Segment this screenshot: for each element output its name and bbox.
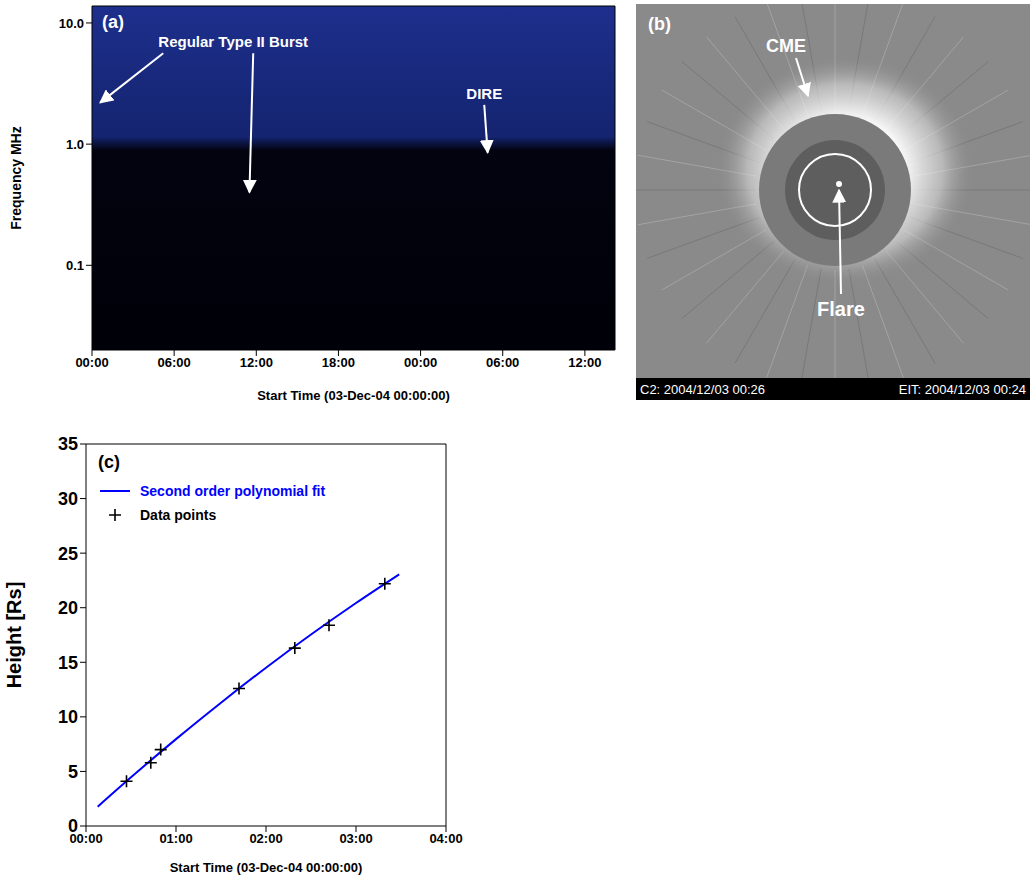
- svg-text:0.1: 0.1: [66, 258, 84, 273]
- svg-text:CME: CME: [766, 36, 806, 56]
- html-text:(c): (c): [98, 452, 120, 472]
- svg-text:1.0: 1.0: [66, 137, 84, 152]
- svg-text:12:00: 12:00: [568, 355, 601, 370]
- html-text:Second order polynomial fit: Second order polynomial fit: [140, 483, 326, 499]
- svg-text:35: 35: [58, 434, 78, 454]
- svg-text:Height [Rs]: Height [Rs]: [3, 582, 25, 689]
- svg-text:30: 30: [58, 489, 78, 509]
- svg-text:00:00: 00:00: [404, 355, 437, 370]
- svg-text:Start Time (03-Dec-04 00:00:00: Start Time (03-Dec-04 00:00:00): [257, 388, 450, 403]
- svg-text:(b): (b): [648, 14, 671, 34]
- svg-text:02:00: 02:00: [249, 831, 282, 846]
- svg-text:20: 20: [58, 598, 78, 618]
- svg-text:5: 5: [68, 762, 78, 782]
- svg-text:15: 15: [58, 653, 78, 673]
- svg-text:10: 10: [58, 707, 78, 727]
- svg-text:06:00: 06:00: [486, 355, 519, 370]
- svg-text:0: 0: [68, 816, 78, 836]
- svg-text:06:00: 06:00: [158, 355, 191, 370]
- svg-text:25: 25: [58, 544, 78, 564]
- svg-text:18:00: 18:00: [322, 355, 355, 370]
- svg-text:03:00: 03:00: [339, 831, 372, 846]
- svg-text:04:00: 04:00: [429, 831, 462, 846]
- svg-text:Frequency MHz: Frequency MHz: [8, 126, 24, 229]
- svg-text:00:00: 00:00: [75, 355, 108, 370]
- svg-text:Flare: Flare: [817, 298, 865, 320]
- svg-text:12:00: 12:00: [240, 355, 273, 370]
- svg-text:DIRE: DIRE: [466, 85, 502, 102]
- svg-text:01:00: 01:00: [159, 831, 192, 846]
- html-text:Data points: Data points: [140, 507, 217, 523]
- svg-text:EIT: 2004/12/03 00:24: EIT: 2004/12/03 00:24: [899, 382, 1026, 397]
- svg-text:10.0: 10.0: [59, 16, 84, 31]
- svg-text:Regular Type II Burst: Regular Type II Burst: [158, 33, 308, 50]
- svg-text:C2: 2004/12/03 00:26: C2: 2004/12/03 00:26: [640, 382, 765, 397]
- svg-text:Start Time (03-Dec-04 00:00:00: Start Time (03-Dec-04 00:00:00): [170, 860, 363, 875]
- svg-text:00:00: 00:00: [69, 831, 103, 847]
- svg-text:(a): (a): [102, 12, 124, 32]
